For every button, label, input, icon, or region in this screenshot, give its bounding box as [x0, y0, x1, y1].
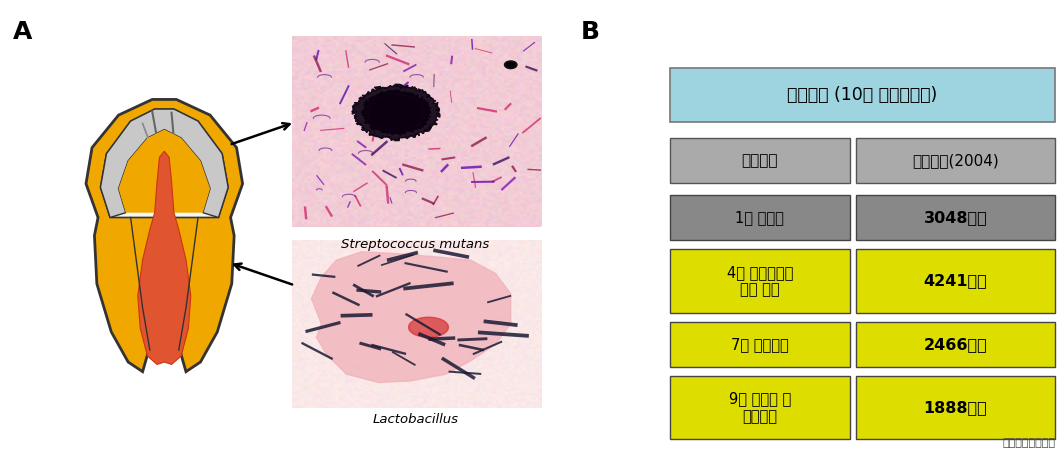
FancyBboxPatch shape — [670, 249, 850, 313]
Text: 국내현황 (10대 다빈도질환): 국내현황 (10대 다빈도질환) — [788, 86, 938, 104]
Polygon shape — [101, 109, 228, 217]
FancyBboxPatch shape — [855, 138, 1055, 183]
Text: A: A — [13, 20, 32, 44]
Text: B: B — [581, 20, 600, 44]
Polygon shape — [138, 151, 191, 365]
Text: Streptococcus mutans: Streptococcus mutans — [341, 238, 490, 251]
Polygon shape — [86, 100, 243, 371]
FancyBboxPatch shape — [855, 195, 1055, 240]
Ellipse shape — [408, 317, 448, 337]
FancyBboxPatch shape — [670, 68, 1055, 122]
Text: Lactobacillus: Lactobacillus — [372, 413, 459, 426]
FancyBboxPatch shape — [670, 376, 850, 439]
Ellipse shape — [507, 63, 514, 67]
FancyBboxPatch shape — [670, 138, 850, 183]
FancyBboxPatch shape — [670, 322, 850, 367]
Text: 3048억원: 3048억원 — [923, 210, 987, 225]
FancyBboxPatch shape — [855, 376, 1055, 439]
Polygon shape — [312, 252, 511, 382]
Text: 7위 충치질환: 7위 충치질환 — [731, 337, 789, 352]
Text: 주요질환: 주요질환 — [742, 153, 778, 169]
Text: 9위 잏몸병 및
치주질환: 9위 잏몸병 및 치주질환 — [729, 391, 791, 424]
Ellipse shape — [411, 320, 431, 331]
Ellipse shape — [505, 61, 517, 68]
Polygon shape — [370, 96, 422, 129]
FancyBboxPatch shape — [855, 249, 1055, 313]
Text: 4위 치수치근단
주위 질환: 4위 치수치근단 주위 질환 — [727, 265, 793, 297]
Text: 종진료비(2004): 종진료비(2004) — [912, 153, 999, 169]
Polygon shape — [360, 90, 430, 135]
FancyBboxPatch shape — [855, 322, 1055, 367]
Text: 1위 고혁압: 1위 고혁압 — [736, 210, 784, 225]
Text: 1888억원: 1888억원 — [923, 400, 987, 415]
Polygon shape — [378, 101, 413, 123]
Text: 2466억원: 2466억원 — [923, 337, 987, 352]
Polygon shape — [119, 130, 210, 212]
Text: 4241억원: 4241억원 — [923, 273, 987, 289]
FancyBboxPatch shape — [670, 195, 850, 240]
Polygon shape — [352, 84, 440, 141]
Text: 국민건강보험공단: 국민건강보험공단 — [1002, 439, 1055, 448]
Polygon shape — [101, 109, 228, 217]
